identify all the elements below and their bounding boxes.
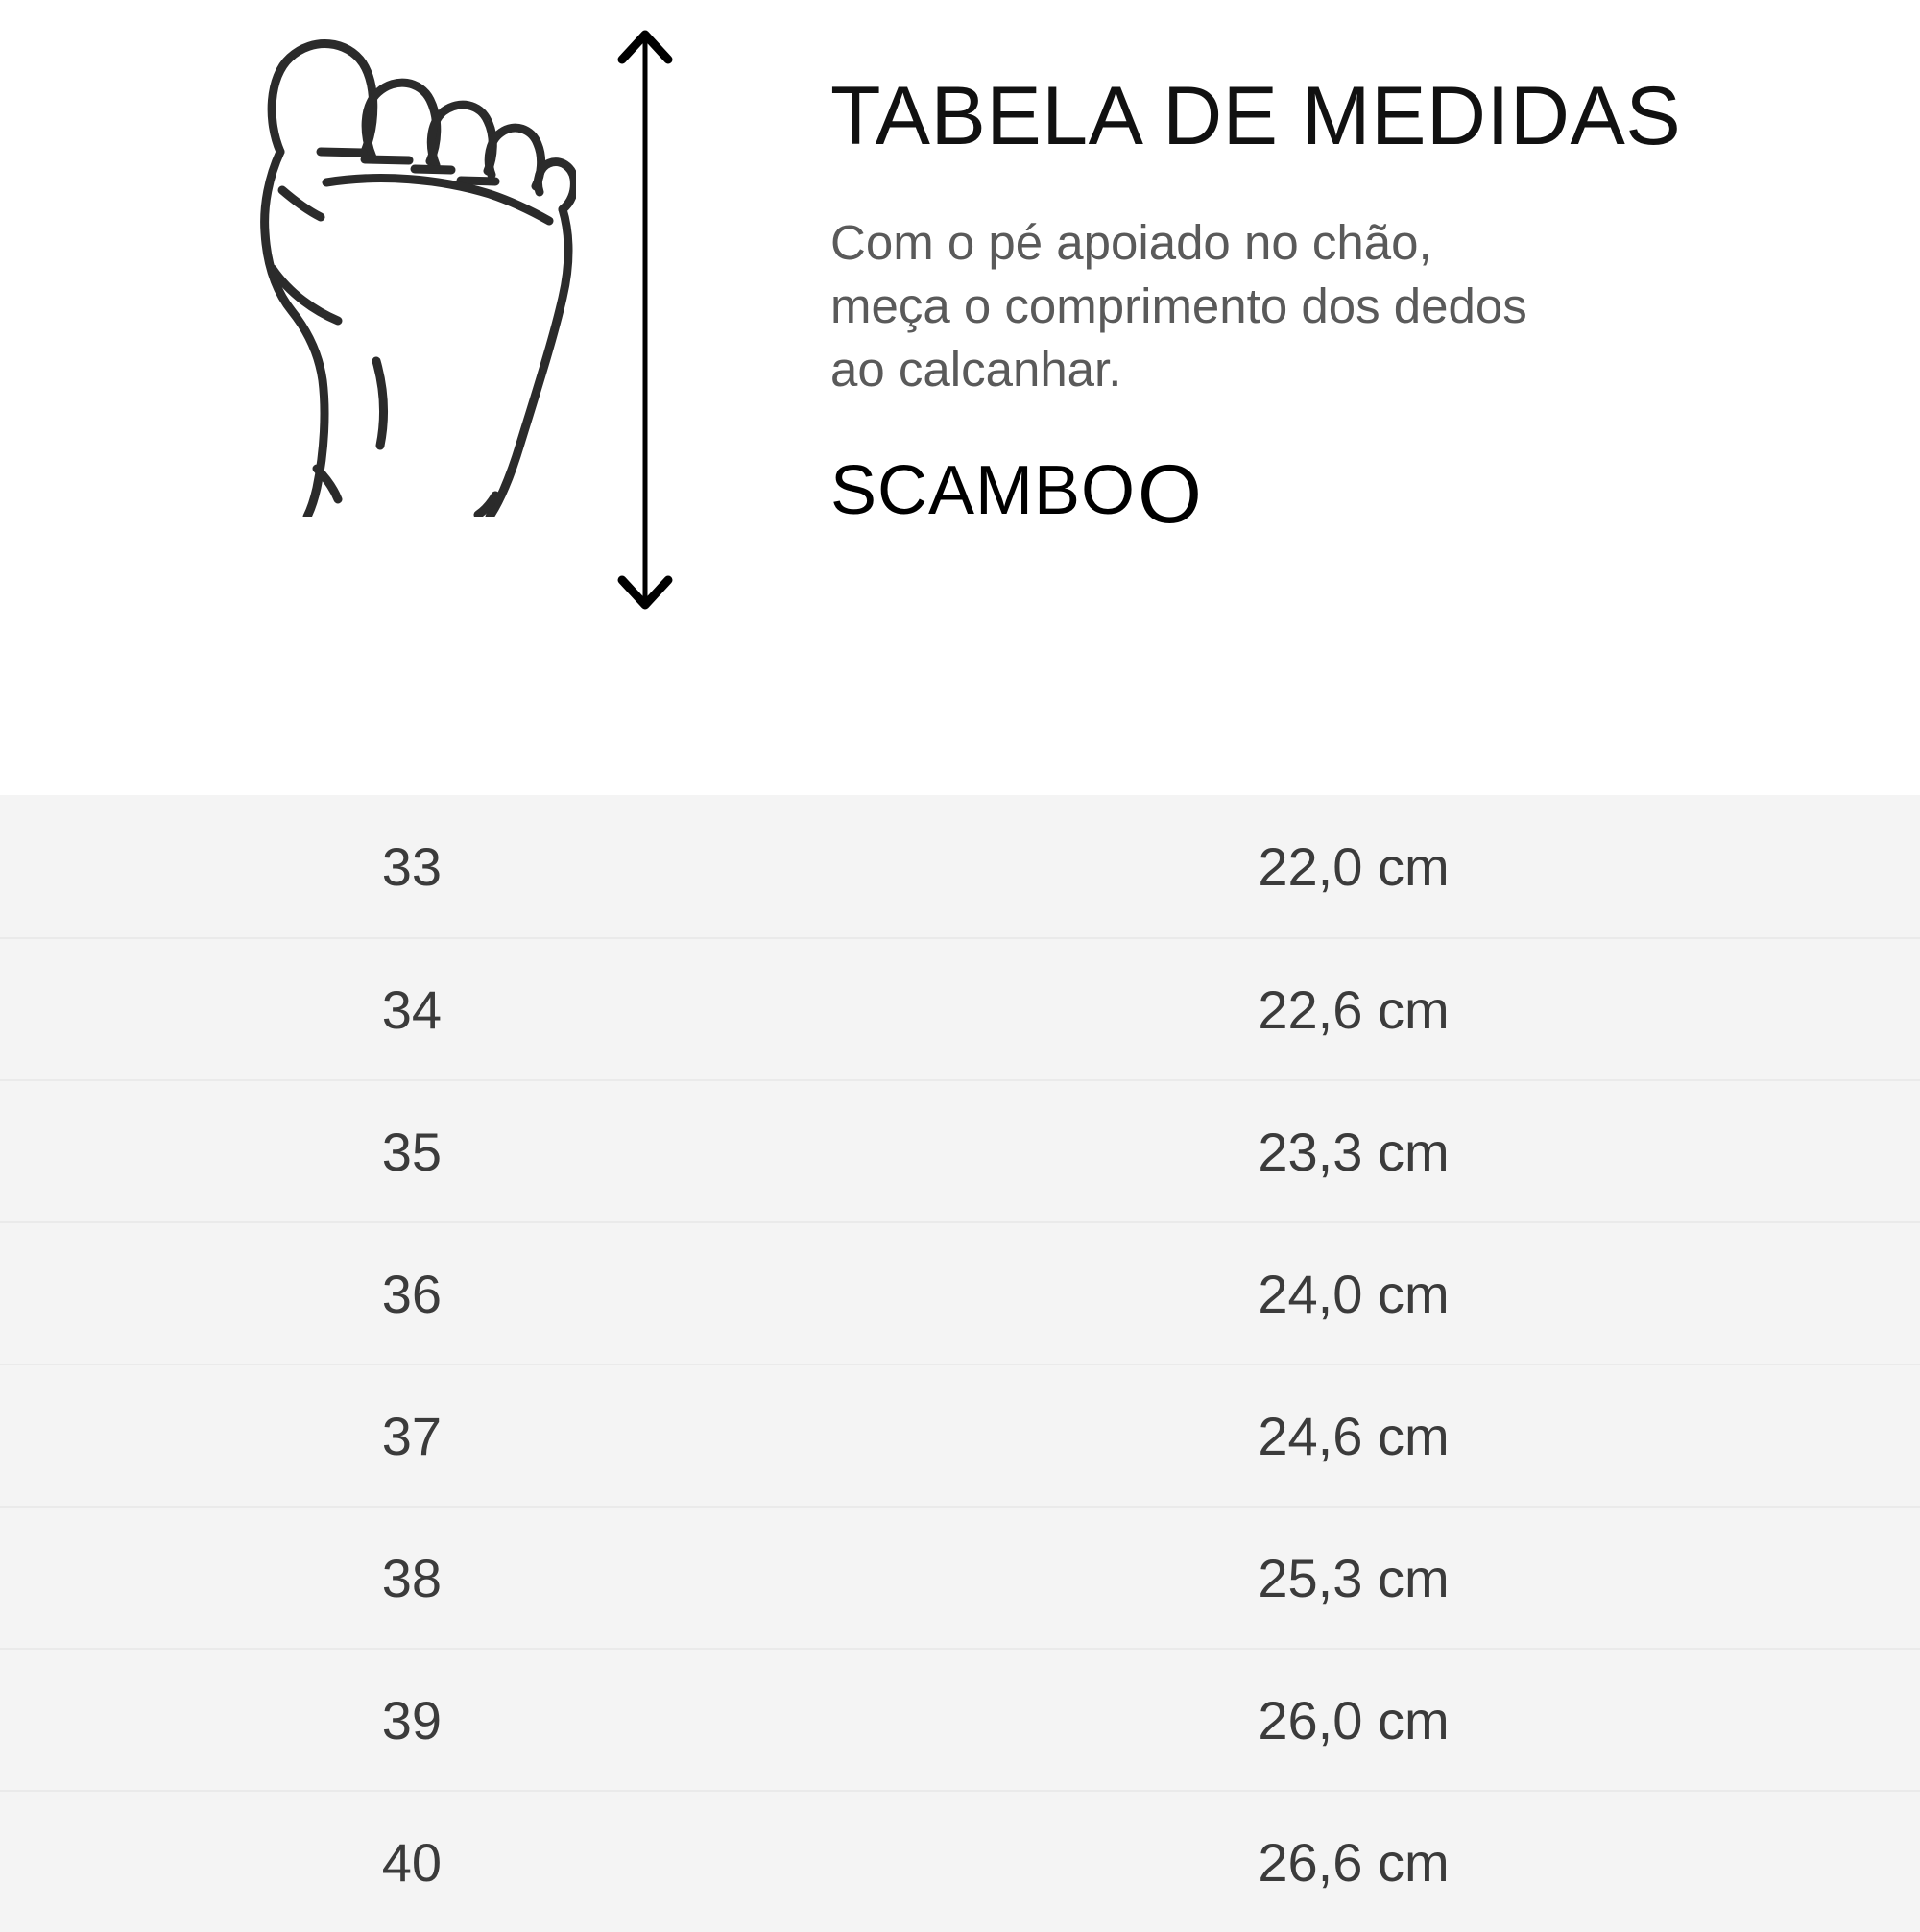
size-table: 33 22,0 cm 34 22,6 cm 35 23,3 cm 36 24,0… [0, 795, 1920, 1932]
cell-length: 26,6 cm [1258, 1831, 1450, 1893]
cell-size: 40 [381, 1831, 442, 1893]
cell-size: 39 [381, 1689, 442, 1751]
page-title: TABELA DE MEDIDAS [830, 70, 1682, 162]
cell-size: 35 [381, 1121, 442, 1182]
hero-text-block: TABELA DE MEDIDAS Com o pé apoiado no ch… [830, 70, 1790, 535]
instruction-line-2: meça o comprimento dos dedos [830, 278, 1527, 334]
cell-size: 33 [381, 835, 442, 897]
cell-length: 22,0 cm [1258, 835, 1450, 897]
cell-length: 23,3 cm [1258, 1121, 1450, 1182]
cell-size: 38 [381, 1547, 442, 1608]
cell-length: 24,0 cm [1258, 1263, 1450, 1324]
cell-length: 26,0 cm [1258, 1689, 1450, 1751]
foot-sole-icon [173, 17, 579, 521]
instruction-line-3: ao calcanhar. [830, 342, 1122, 398]
hero-section: TABELA DE MEDIDAS Com o pé apoiado no ch… [0, 0, 1920, 795]
brand-logo-text: SCAMBO [830, 451, 1137, 529]
table-row: 38 25,3 cm [0, 1506, 1920, 1648]
vertical-double-arrow-icon [595, 17, 710, 622]
cell-length: 22,6 cm [1258, 978, 1450, 1040]
instruction-line-1: Com o pé apoiado no chão, [830, 214, 1432, 270]
cell-length: 24,6 cm [1258, 1405, 1450, 1466]
brand-logo-circle-mark: O [1138, 447, 1203, 541]
table-row: 36 24,0 cm [0, 1221, 1920, 1364]
cell-size: 34 [381, 978, 442, 1040]
table-row: 33 22,0 cm [0, 795, 1920, 937]
table-row: 40 26,6 cm [0, 1790, 1920, 1932]
cell-length: 25,3 cm [1258, 1547, 1450, 1608]
instruction-text: Com o pé apoiado no chão, meça o comprim… [830, 159, 1694, 402]
cell-size: 36 [381, 1263, 442, 1324]
table-row: 34 22,6 cm [0, 937, 1920, 1079]
table-row: 37 24,6 cm [0, 1364, 1920, 1506]
cell-size: 37 [381, 1405, 442, 1466]
table-row: 35 23,3 cm [0, 1079, 1920, 1221]
table-row: 39 26,0 cm [0, 1648, 1920, 1790]
brand-logo: SCAMBO O [830, 402, 1790, 535]
